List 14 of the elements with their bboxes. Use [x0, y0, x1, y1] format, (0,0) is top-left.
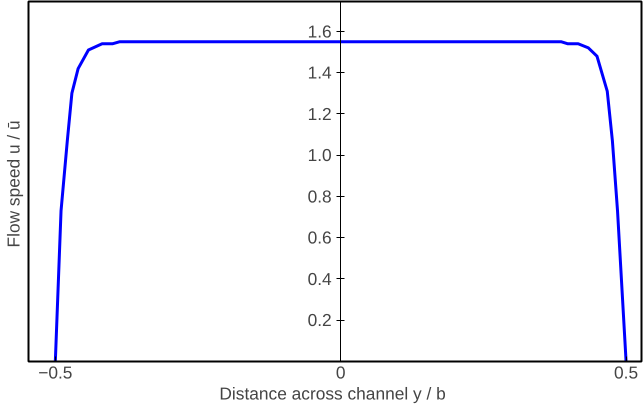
- x-tick-label: 0: [336, 362, 346, 382]
- y-tick-label: 0.8: [308, 186, 332, 206]
- y-axis-title: Flow speed u / ū: [4, 120, 24, 248]
- x-tick-label: 0.5: [614, 362, 638, 382]
- line-series: [54, 40, 628, 362]
- y-tick-label: 1.0: [308, 145, 332, 166]
- y-tick-label: 1.2: [308, 104, 332, 124]
- y-tick-label: 1.4: [308, 62, 332, 83]
- x-tick-label: −0.5: [38, 362, 72, 382]
- y-tick-label: 0.2: [308, 310, 332, 330]
- y-tick-label: 1.6: [308, 21, 332, 42]
- y-tick-label: 0.6: [308, 228, 332, 248]
- x-axis-title: Distance across channel y / b: [219, 384, 446, 404]
- y-tick-label: 0.4: [308, 268, 332, 289]
